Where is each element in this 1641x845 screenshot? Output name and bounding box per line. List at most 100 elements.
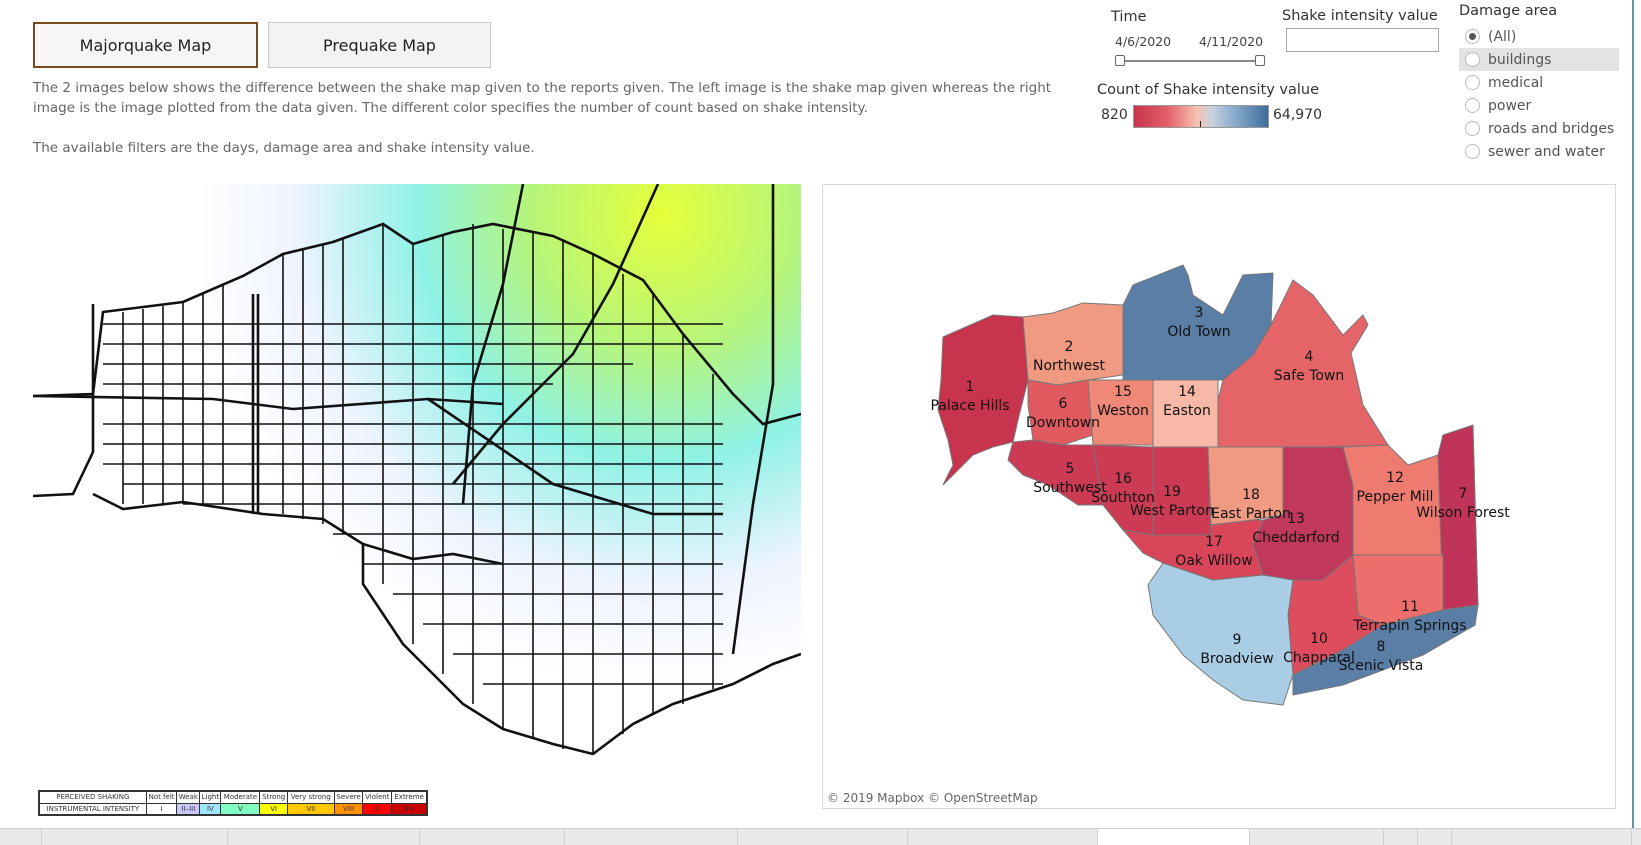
time-slider-start-handle[interactable]	[1115, 55, 1125, 66]
region-9-name: Broadview	[1200, 651, 1273, 667]
perceived-4: Strong	[259, 791, 288, 804]
intensity-7: IX	[362, 802, 393, 815]
sheet-tab[interactable]	[1452, 829, 1632, 845]
region-12-id: 12	[1386, 470, 1404, 486]
map-attribution[interactable]: © 2019 Mapbox © OpenStreetMap	[827, 791, 1038, 805]
region-choropleth-map[interactable]: 1 Palace Hills 2 Northwest 3 Old Town 4 …	[822, 184, 1616, 809]
sheet-tab[interactable]	[1384, 829, 1418, 845]
region-15-id: 15	[1114, 384, 1132, 400]
region-4-id: 4	[1305, 349, 1314, 365]
count-legend-tick	[1200, 121, 1201, 127]
region-10-name: Chapparal	[1283, 650, 1355, 666]
damage-option-medical[interactable]: medical	[1459, 71, 1619, 94]
majorquake-map-button[interactable]: Majorquake Map	[33, 22, 258, 68]
scrollbar[interactable]	[1632, 0, 1641, 828]
time-slider-track[interactable]	[1117, 60, 1261, 62]
count-legend-max: 64,970	[1273, 107, 1322, 123]
shake-intensity-input[interactable]	[1286, 28, 1439, 52]
region-19-id: 19	[1163, 484, 1181, 500]
street-grid	[103, 224, 723, 754]
region-6[interactable]	[1027, 379, 1094, 446]
intensity-0: I	[145, 802, 178, 815]
region-12-name: Pepper Mill	[1357, 489, 1434, 505]
region-7-name: Wilson Forest	[1416, 505, 1510, 521]
region-3-name: Old Town	[1167, 324, 1230, 340]
sheet-tab[interactable]	[565, 829, 738, 845]
sheet-tab[interactable]	[738, 829, 908, 845]
sheet-tab[interactable]	[228, 829, 420, 845]
region-17-id: 17	[1205, 534, 1223, 550]
damage-option-buildings[interactable]: buildings	[1459, 48, 1619, 71]
region-9[interactable]	[1147, 562, 1294, 706]
region-11-id: 11	[1401, 599, 1419, 615]
region-6-name: Downtown	[1026, 415, 1100, 431]
shake-intensity-scale: PERCEIVED SHAKING Not felt Weak Light Mo…	[38, 790, 428, 816]
region-8[interactable]	[1292, 604, 1479, 696]
region-shapes	[937, 264, 1479, 706]
perceived-7: Violent	[362, 791, 393, 804]
damage-option-label: medical	[1488, 74, 1544, 91]
region-5-id: 5	[1066, 461, 1075, 477]
intensity-5: VII	[286, 802, 335, 815]
perceived-1: Weak	[176, 791, 201, 804]
region-2-id: 2	[1065, 339, 1074, 355]
region-19-name: West Parton	[1130, 503, 1214, 519]
intensity-overlay	[173, 184, 801, 814]
road-network	[33, 184, 801, 756]
perceived-0: Not felt	[145, 791, 178, 804]
sheet-tab-active[interactable]	[1098, 829, 1250, 845]
region-18[interactable]	[1207, 446, 1284, 526]
perceived-6: Severe	[333, 791, 364, 804]
radio-checked-icon	[1465, 29, 1480, 44]
region-5[interactable]	[1007, 439, 1104, 506]
prequake-map-button[interactable]: Prequake Map	[268, 22, 491, 68]
region-19[interactable]	[1152, 446, 1212, 536]
damage-option-label: roads and bridges	[1488, 120, 1615, 137]
region-18-id: 18	[1242, 487, 1260, 503]
region-14-name: Easton	[1163, 403, 1211, 419]
damage-option-all[interactable]: (All)	[1459, 25, 1619, 48]
shake-map-svg	[33, 184, 801, 814]
damage-option-label: power	[1488, 97, 1532, 114]
time-filter-label: Time	[1111, 9, 1147, 25]
radio-icon	[1465, 121, 1480, 136]
region-1-id: 1	[966, 379, 975, 395]
sheet-tab[interactable]	[908, 829, 1098, 845]
radio-icon	[1465, 75, 1480, 90]
region-17[interactable]	[1121, 519, 1264, 581]
region-14-id: 14	[1178, 384, 1196, 400]
region-13-id: 13	[1287, 511, 1305, 527]
shake-map-image	[33, 184, 801, 814]
sheet-tab-bar	[0, 828, 1641, 845]
damage-option-sewer-and-water[interactable]: sewer and water	[1459, 140, 1619, 163]
sheet-tab[interactable]	[420, 829, 565, 845]
sheet-tab[interactable]	[42, 829, 228, 845]
intensity-6: VIII	[333, 802, 364, 815]
region-labels: 1 Palace Hills 2 Northwest 3 Old Town 4 …	[930, 305, 1510, 674]
perceived-8: Extreme	[391, 791, 427, 804]
damage-option-label: (All)	[1488, 28, 1517, 45]
sheet-tab[interactable]	[1250, 829, 1384, 845]
region-18-name: East Parton	[1211, 506, 1291, 522]
time-end-value: 4/11/2020	[1199, 34, 1264, 49]
intensity-2: IV	[199, 802, 222, 815]
damage-option-label: buildings	[1488, 51, 1552, 68]
sheet-tab[interactable]	[1418, 829, 1452, 845]
region-3-id: 3	[1195, 305, 1204, 321]
instrumental-intensity-header: INSTRUMENTAL INTENSITY	[39, 802, 147, 815]
radio-icon	[1465, 98, 1480, 113]
region-16-name: Southton	[1091, 490, 1155, 506]
region-15-name: Weston	[1097, 403, 1149, 419]
damage-option-power[interactable]: power	[1459, 94, 1619, 117]
region-5-name: Southwest	[1033, 480, 1107, 496]
region-8-name: Scenic Vista	[1339, 658, 1424, 674]
damage-option-roads-and-bridges[interactable]: roads and bridges	[1459, 117, 1619, 140]
region-8-id: 8	[1377, 639, 1386, 655]
sheet-tab[interactable]	[0, 829, 42, 845]
time-slider-end-handle[interactable]	[1255, 55, 1265, 66]
damage-option-label: sewer and water	[1488, 143, 1605, 160]
radio-icon	[1465, 52, 1480, 67]
region-11-name: Terrapin Springs	[1352, 618, 1466, 634]
region-17-name: Oak Willow	[1175, 553, 1252, 569]
